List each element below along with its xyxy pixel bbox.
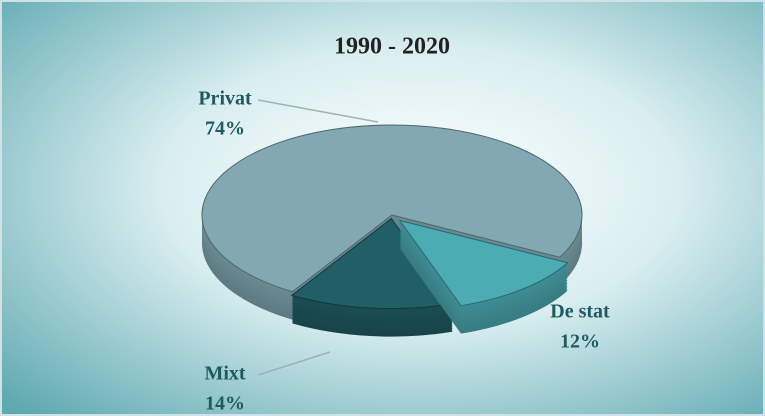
- leader-line: [257, 99, 379, 123]
- slice: [201, 124, 583, 293]
- value-label: 74%: [205, 118, 245, 140]
- category-label: De stat: [550, 301, 610, 323]
- pie: [201, 124, 583, 337]
- category-label: Privat: [198, 88, 252, 110]
- chart-title: 1990 - 2020: [334, 34, 450, 60]
- leader-line: [257, 351, 331, 376]
- slice: [290, 217, 454, 310]
- slice: [398, 219, 569, 307]
- labels: Privat 74% De stat 12% Mixt 14%: [198, 88, 610, 415]
- value-label: 14%: [205, 393, 245, 415]
- category-label: Mixt: [204, 363, 245, 385]
- value-label: 12%: [560, 331, 600, 353]
